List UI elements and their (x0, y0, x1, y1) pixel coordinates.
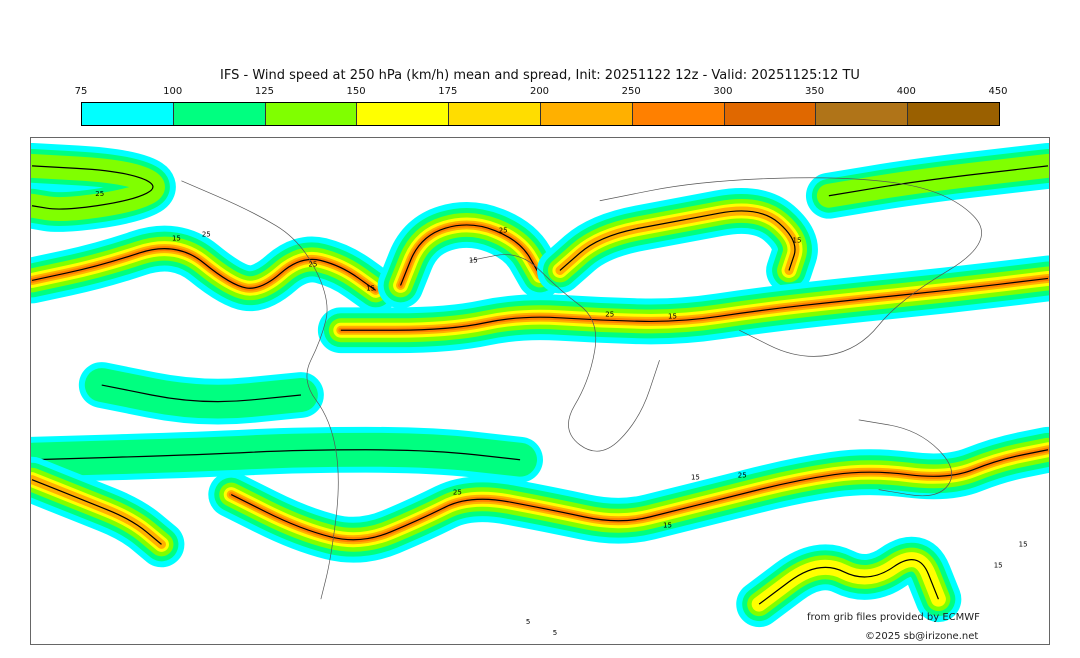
legend-tick: 100 (163, 86, 183, 97)
contour-label: 15 (663, 521, 672, 529)
spread-contour (31, 248, 376, 291)
spread-contour (31, 165, 154, 210)
contour-label: 25 (95, 190, 104, 198)
legend-swatch (449, 103, 541, 125)
legend-tick: 300 (713, 86, 733, 97)
coastline (599, 177, 982, 357)
legend-tick: 450 (988, 86, 1008, 97)
legend-swatch (82, 103, 174, 125)
spread-contour (399, 224, 541, 286)
legend-tick: 350 (805, 86, 825, 97)
contour-label: 15 (793, 237, 802, 245)
legend-swatch (173, 103, 266, 125)
legend-tick: 150 (346, 86, 366, 97)
spread-contour (828, 165, 1049, 197)
contour-label: 25 (202, 231, 211, 239)
color-legend (81, 102, 1000, 126)
legend-tick: 400 (896, 86, 916, 97)
contour-label: 25 (738, 472, 747, 480)
contour-label: 15 (668, 312, 677, 320)
spread-contour (758, 559, 939, 605)
legend-tick: 175 (438, 86, 458, 97)
contour-label: 15 (172, 235, 181, 243)
contour-label: 25 (453, 489, 462, 497)
copyright-credit: ©2025 sb@irizone.net (865, 631, 979, 642)
legend-tick: 200 (529, 86, 550, 97)
contour-label: 25 (605, 310, 614, 318)
coastline (181, 180, 339, 600)
legend-swatch (816, 103, 909, 125)
spread-contour (101, 384, 302, 403)
spread-contour (230, 449, 1049, 541)
spread-contour (31, 479, 162, 545)
contour-label: 15 (691, 474, 700, 482)
legend-tick: 75 (74, 86, 88, 97)
legend-tick: 250 (621, 86, 641, 97)
spread-contour (31, 449, 521, 461)
jet-band (84, 368, 318, 419)
wind-speed-map: 25 15 25 25 15 25 15 25 15 15 25 15 15 25 15 5 15 5 (30, 137, 1050, 645)
contour-label: 15 (994, 561, 1003, 569)
contour-label: 5 (553, 629, 557, 637)
legend-swatch (908, 103, 999, 125)
spread-contour (559, 210, 796, 271)
legend-swatch (724, 103, 817, 125)
contour-label: 15 (1019, 540, 1028, 548)
legend-swatch (265, 103, 358, 125)
contour-label: 25 (308, 260, 317, 268)
contour-label: 25 (499, 227, 508, 235)
legend-swatch (540, 103, 633, 125)
coastline (858, 419, 953, 497)
coastline (470, 254, 660, 452)
contour-label: 15 (366, 284, 375, 292)
map-title: IFS - Wind speed at 250 hPa (km/h) mean … (220, 68, 860, 83)
legend-swatch (632, 103, 725, 125)
contour-label: 5 (526, 618, 530, 626)
source-credit: from grib files provided by ECMWF (807, 612, 980, 623)
contour-label: 15 (469, 257, 478, 265)
legend-swatch (357, 103, 450, 125)
spread-contour (340, 277, 1049, 331)
legend-tick: 125 (254, 86, 274, 97)
